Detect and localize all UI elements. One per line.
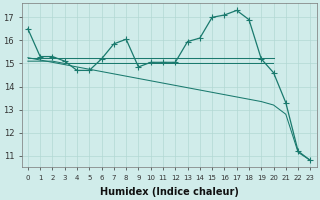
X-axis label: Humidex (Indice chaleur): Humidex (Indice chaleur) [100, 187, 239, 197]
